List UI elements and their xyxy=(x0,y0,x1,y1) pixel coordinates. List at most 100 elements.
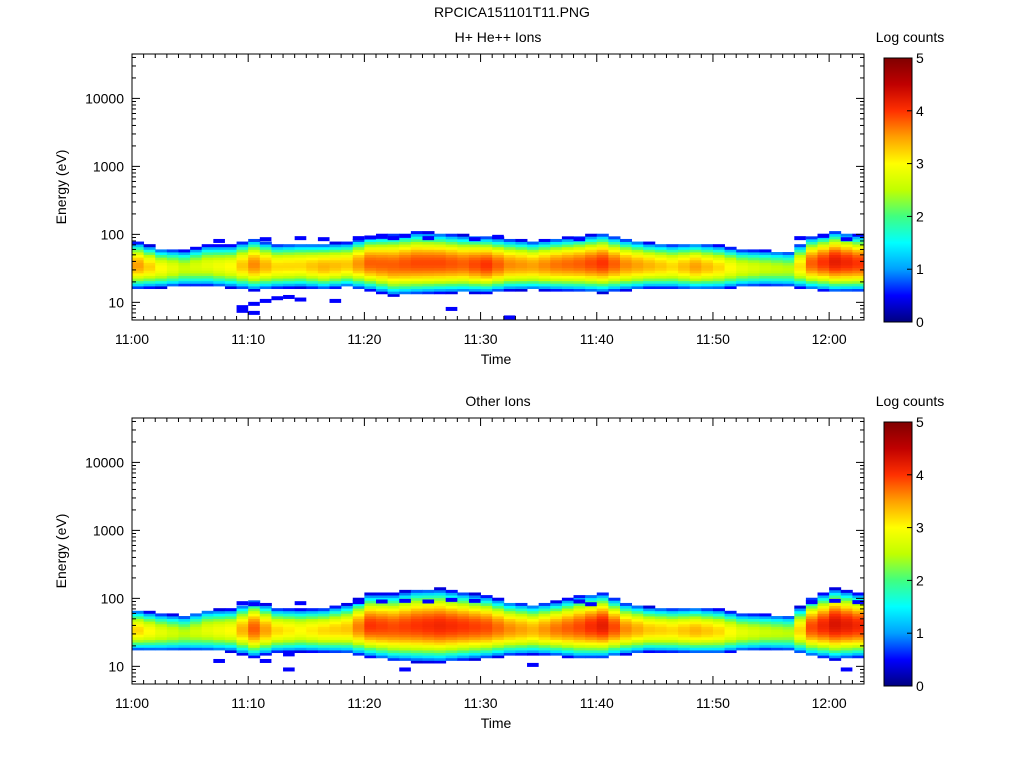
heatmap-cell xyxy=(712,252,725,256)
heatmap-cell xyxy=(364,286,377,290)
heatmap-cell xyxy=(329,252,342,256)
heatmap-cell xyxy=(620,249,633,253)
heatmap-cell xyxy=(143,618,156,622)
heatmap-cell xyxy=(399,288,412,292)
heatmap-cell xyxy=(457,621,470,625)
heatmap-cell xyxy=(224,278,237,282)
heatmap-cell xyxy=(480,626,493,630)
heatmap-cell xyxy=(678,608,691,612)
heatmap-cell xyxy=(224,621,237,625)
heatmap-cell xyxy=(329,623,342,627)
heatmap-cell xyxy=(155,272,168,276)
heatmap-cell xyxy=(422,644,435,648)
heatmap-cell xyxy=(829,621,842,625)
heatmap-cell xyxy=(503,616,516,620)
heatmap-cell xyxy=(259,613,272,617)
heatmap-cell xyxy=(364,592,377,596)
heatmap-cell xyxy=(736,634,749,638)
heatmap-cell xyxy=(317,631,330,635)
heatmap-cell xyxy=(747,623,760,627)
heatmap-cell xyxy=(515,636,528,640)
heatmap-cell xyxy=(224,244,237,248)
heatmap-cell xyxy=(678,249,691,253)
heatmap-cell xyxy=(166,631,179,635)
heatmap-cell xyxy=(190,618,203,622)
heatmap-cell xyxy=(840,644,853,648)
heatmap-cell xyxy=(434,657,447,661)
heatmap-cell xyxy=(561,597,574,601)
heatmap-cell xyxy=(585,286,598,290)
heatmap-cell xyxy=(143,616,156,620)
heatmap-cell xyxy=(201,631,214,635)
heatmap-cell xyxy=(294,283,307,287)
heatmap-cell xyxy=(224,610,237,614)
heatmap-cell xyxy=(666,252,679,256)
heatmap-cell xyxy=(736,626,749,630)
heatmap-cell xyxy=(840,283,853,287)
heatmap-cell xyxy=(852,275,865,279)
heatmap-cell xyxy=(631,262,644,266)
heatmap-cell xyxy=(654,286,667,290)
heatmap-cell xyxy=(805,636,818,640)
heatmap-cell xyxy=(550,629,563,633)
heatmap-cell xyxy=(805,262,818,266)
heatmap-cell xyxy=(654,257,667,261)
colorbar-tick-label: 2 xyxy=(916,572,924,588)
heatmap-cell xyxy=(387,650,400,654)
heatmap-cell xyxy=(399,655,412,659)
heatmap-cell xyxy=(550,647,563,651)
heatmap-cell xyxy=(410,231,423,235)
heatmap-cell xyxy=(434,647,447,651)
heatmap-cell xyxy=(399,667,411,672)
x-tick-label: 11:10 xyxy=(231,695,265,711)
heatmap-cell xyxy=(666,626,679,630)
heatmap-cell xyxy=(329,608,342,612)
heatmap-cell xyxy=(573,650,586,654)
heatmap-cell xyxy=(166,621,179,625)
heatmap-cell xyxy=(794,621,807,625)
heatmap-cell xyxy=(457,280,470,284)
heatmap-cell xyxy=(643,629,656,633)
heatmap-cell xyxy=(364,283,377,287)
heatmap-cell xyxy=(224,639,237,643)
heatmap-cell xyxy=(259,246,272,250)
heatmap-cell xyxy=(805,275,818,279)
heatmap-cell xyxy=(445,642,458,646)
heatmap-cell xyxy=(480,608,493,612)
heatmap-cell xyxy=(387,291,400,295)
heatmap-cell xyxy=(573,237,586,242)
colorbar-tick-label: 0 xyxy=(916,314,924,330)
heatmap-cell xyxy=(155,647,168,651)
heatmap-cell xyxy=(852,280,865,284)
heatmap-cell xyxy=(759,283,772,287)
heatmap-cell xyxy=(306,259,319,263)
heatmap-cell xyxy=(596,644,609,648)
heatmap-cell xyxy=(201,254,214,258)
heatmap-cell xyxy=(132,644,145,648)
heatmap-cell xyxy=(317,647,330,651)
heatmap-cell xyxy=(445,265,458,269)
heatmap-cell xyxy=(213,631,226,635)
heatmap-cell xyxy=(445,291,458,295)
heatmap-cell xyxy=(259,254,272,258)
heatmap-cell xyxy=(201,616,214,620)
heatmap-cell xyxy=(620,283,633,287)
heatmap-cell xyxy=(480,636,493,640)
heatmap-cell xyxy=(538,613,551,617)
heatmap-cell xyxy=(585,600,598,604)
heatmap-cell xyxy=(771,280,784,284)
heatmap-cell xyxy=(457,636,470,640)
heatmap-cell xyxy=(364,639,377,643)
heatmap-cell xyxy=(166,252,179,256)
heatmap-cell xyxy=(620,639,633,643)
heatmap-cell xyxy=(166,275,179,279)
heatmap-cell xyxy=(352,246,365,250)
heatmap-cell xyxy=(771,618,784,622)
heatmap-cell xyxy=(701,267,714,271)
heatmap-cell xyxy=(213,644,226,648)
heatmap-cell xyxy=(747,283,760,287)
heatmap-cell xyxy=(666,616,679,620)
heatmap-cell xyxy=(271,249,284,253)
heatmap-cell xyxy=(271,244,284,248)
